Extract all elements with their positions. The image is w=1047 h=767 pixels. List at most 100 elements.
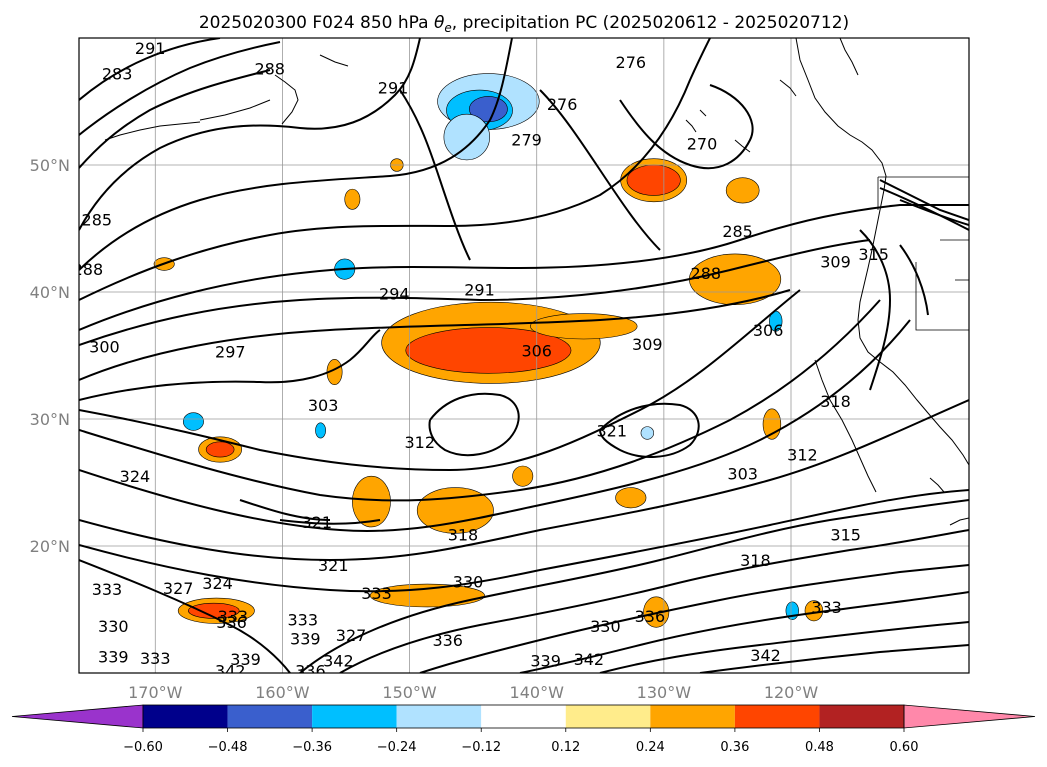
precip-shade-region: [512, 465, 534, 487]
contour-label: 283: [102, 65, 133, 84]
x-tick-label: 160°W: [255, 683, 310, 702]
contour-label: 288: [73, 260, 104, 279]
contour-label: 321: [301, 513, 332, 532]
contour-label: 285: [722, 222, 753, 241]
contour-label: 342: [574, 650, 605, 669]
title-tail: , precipitation PC (2025020612 - 2025020…: [452, 13, 849, 33]
colorbar-segment: [565, 705, 651, 728]
precip-shade-region: [640, 426, 654, 440]
x-tick-label: 120°W: [764, 683, 819, 702]
contour-label: 276: [547, 95, 578, 114]
precip-shade-region: [626, 164, 681, 196]
x-tick-label: 170°W: [128, 683, 183, 702]
chart-title: 2025020300 F024 850 hPa θe, precipitatio…: [199, 13, 849, 35]
contour-label: 315: [830, 526, 861, 545]
contour-label: 279: [511, 131, 542, 150]
theta-e-contours: [79, 38, 969, 673]
contour-label: 288: [254, 59, 285, 78]
contour-label: 321: [596, 421, 627, 440]
colorbar-segment: [396, 705, 482, 728]
colorbar: −0.60 −0.48 −0.36 −0.24 −0.12 0.12 0.24 0.36 0.4…: [11, 704, 1036, 755]
contour-label: 336: [635, 607, 666, 626]
contour-label: 318: [448, 526, 479, 545]
precip-shade-region: [315, 422, 326, 439]
contour-label: 306: [753, 321, 784, 340]
contour-label: 318: [740, 551, 771, 570]
precip-shade-region: [615, 487, 647, 509]
contour-label: 333: [287, 611, 318, 630]
contour-label: 342: [323, 651, 354, 670]
contour-label: 333: [92, 580, 123, 599]
y-tick-label: 20°N: [30, 537, 70, 556]
colorbar-tick-label: 0.24: [636, 740, 665, 755]
contour-label: 312: [787, 446, 818, 465]
title-theta: θ: [434, 13, 445, 33]
contour-label: 336: [295, 661, 326, 680]
colorbar-tick-label: 0.36: [720, 740, 749, 755]
title-main: 2025020300 F024 850 hPa: [199, 13, 434, 33]
contour-label: 342: [215, 661, 246, 680]
contour-label: 285: [82, 211, 113, 230]
precip-shade-region: [344, 188, 361, 210]
y-tick-label: 50°N: [30, 156, 70, 175]
x-tick-label: 140°W: [510, 683, 565, 702]
contour-label: 297: [215, 343, 246, 362]
colorbar-tick-label: 0.12: [551, 740, 580, 755]
colorbar-segment: [312, 705, 397, 728]
contour-label: 333: [361, 584, 392, 603]
precip-shade-region: [188, 602, 240, 619]
colorbar-segment: [227, 705, 313, 728]
colorbar-extend-low: [11, 704, 144, 729]
precip-shade-region: [443, 113, 490, 161]
title-sub: e: [444, 21, 451, 35]
colorbar-outline: [142, 704, 905, 729]
colorbar-segment: [650, 705, 735, 728]
contour-label: 315: [858, 245, 889, 264]
colorbar-segment: [481, 705, 566, 728]
precip-shade-region: [182, 412, 204, 431]
precip-shade-region: [530, 313, 638, 340]
precip-shade-region: [725, 177, 760, 204]
y-axis-ticks: 20°N 30°N 40°N 50°N: [30, 156, 70, 556]
contour-label: 303: [308, 396, 339, 415]
contour-label: 342: [750, 646, 781, 665]
x-axis-ticks: 170°W 160°W 150°W 140°W 130°W 120°W: [128, 683, 818, 702]
contour-label: 339: [290, 630, 321, 649]
contour-label: 309: [820, 253, 851, 272]
colorbar-tick-label: −0.48: [208, 740, 248, 755]
precip-shade-region: [643, 596, 670, 628]
contour-label: 303: [727, 465, 758, 484]
precip-shade-region: [352, 475, 391, 528]
colorbar-tick-label: −0.36: [292, 740, 332, 755]
colorbar-segment: [734, 705, 820, 728]
colorbar-tick-label: −0.24: [377, 740, 417, 755]
borders: [877, 176, 969, 331]
coastlines: [104, 38, 969, 526]
contour-label: 333: [811, 598, 842, 617]
contour-label: 327: [163, 579, 194, 598]
colorbar-segment: [143, 705, 228, 728]
contour-label: 270: [687, 134, 718, 153]
colorbar-tick-label: 0.48: [805, 740, 834, 755]
y-tick-label: 30°N: [30, 410, 70, 429]
contour-label: 330: [453, 573, 484, 592]
contour-label: 288: [691, 264, 722, 283]
precip-shade-region: [205, 441, 235, 458]
x-tick-label: 150°W: [382, 683, 437, 702]
contour-label: 324: [120, 467, 151, 486]
contour-label: 291: [464, 280, 495, 299]
contour-label: 318: [820, 392, 851, 411]
contour-label: 294: [379, 284, 410, 303]
contour-label: 330: [98, 617, 129, 636]
map-frame: [78, 37, 970, 674]
contour-label: 276: [616, 53, 647, 72]
contour-label: 324: [202, 574, 233, 593]
contour-label: 333: [218, 607, 249, 626]
contour-label: 327: [336, 626, 367, 645]
contour-label: 291: [135, 39, 166, 58]
precip-shade-region: [405, 327, 572, 374]
contour-label: 339: [530, 651, 561, 670]
colorbar-segment: [819, 705, 904, 728]
colorbar-tick-label: −0.12: [461, 740, 501, 755]
